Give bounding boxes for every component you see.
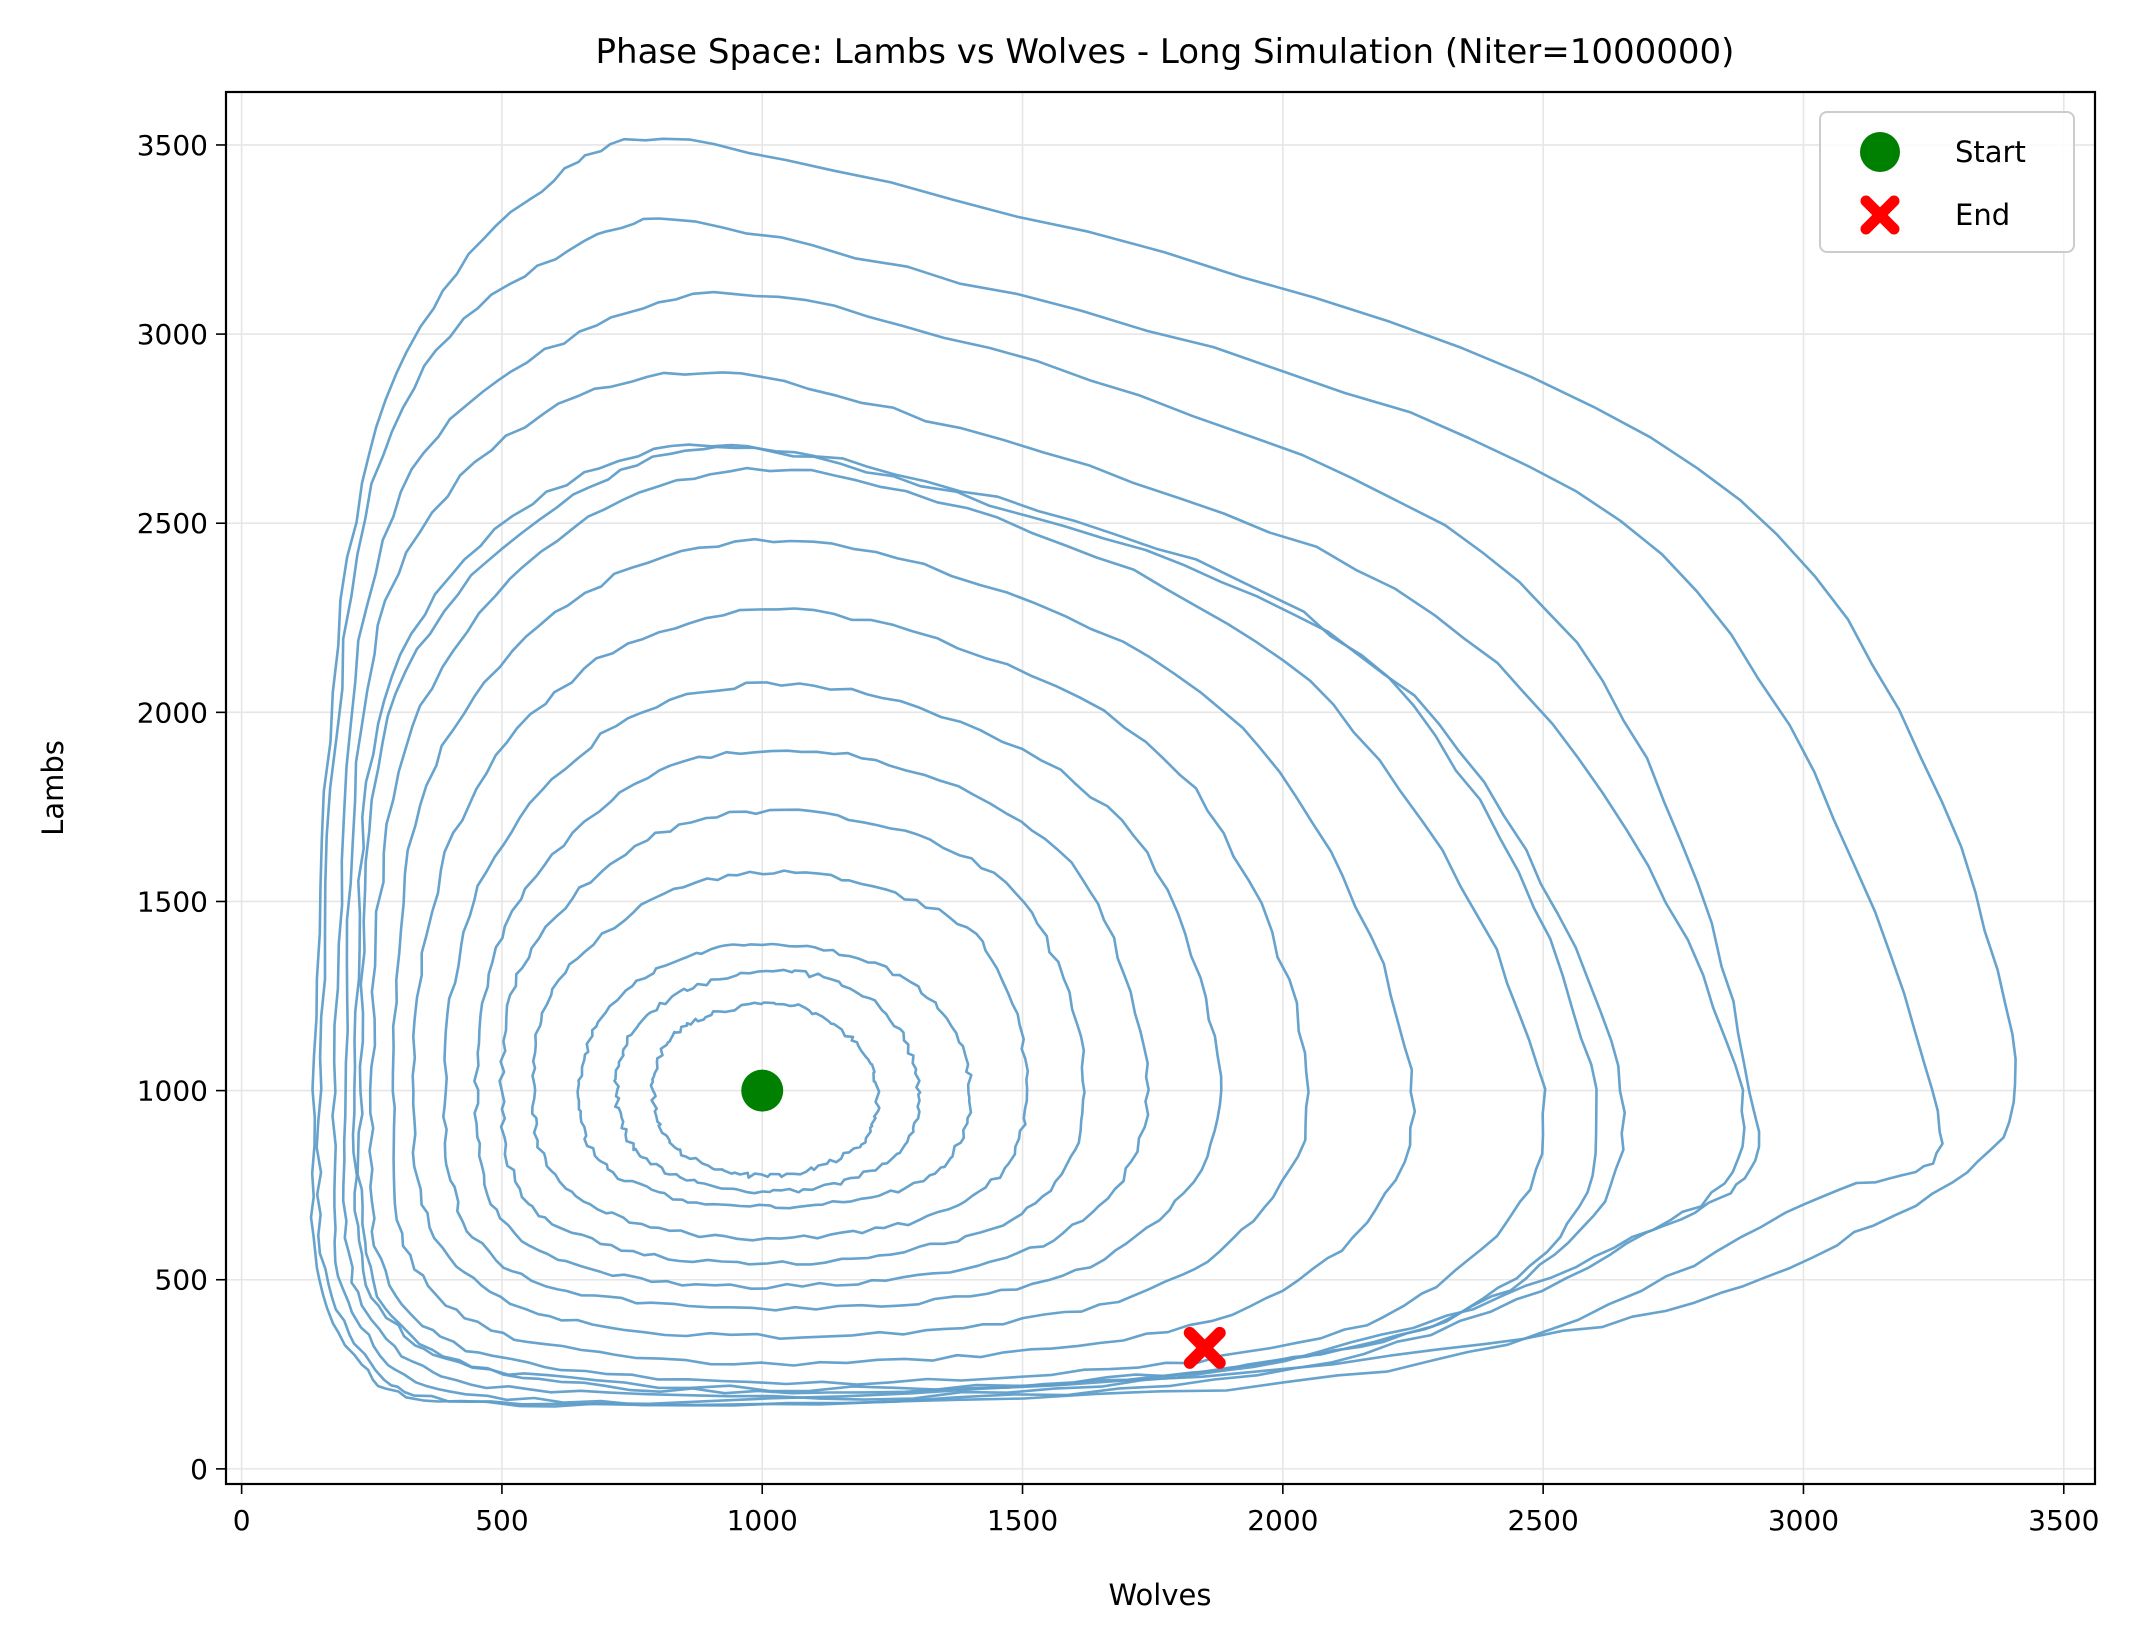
trajectory-series xyxy=(309,137,2017,1408)
legend-box xyxy=(1819,111,2075,253)
grid-lines xyxy=(226,92,2095,1484)
x-tick-label: 0 xyxy=(233,1504,251,1537)
trajectory-loop xyxy=(576,942,973,1210)
chart-title: Phase Space: Lambs vs Wolves - Long Simu… xyxy=(596,32,1735,72)
trajectory-loop xyxy=(411,607,1310,1340)
y-tick-label: 2500 xyxy=(137,507,208,540)
end-marker xyxy=(1183,1326,1226,1369)
trajectory-loop xyxy=(473,749,1150,1290)
trajectory-loop xyxy=(331,290,1761,1407)
y-tick-label: 1500 xyxy=(137,885,208,918)
trajectory-loop xyxy=(649,1001,881,1179)
plot-frame xyxy=(224,90,2097,1486)
legend-start-marker xyxy=(1860,132,1900,172)
x-tick-label: 2500 xyxy=(1508,1504,1579,1537)
trajectory-loop xyxy=(531,869,1030,1242)
x-tick-label: 2000 xyxy=(1247,1504,1318,1537)
x-tick-label: 3500 xyxy=(2028,1504,2099,1537)
axis-ticks: 0 500 1000 1500 2000 2500 3000 3500 0 500 1000 1500… xyxy=(137,129,2100,1537)
trajectory-loop xyxy=(613,968,922,1195)
y-tick-label: 2000 xyxy=(137,696,208,729)
trajectory-loop xyxy=(391,537,1417,1367)
trajectory-loop xyxy=(442,681,1223,1312)
trajectory-loop xyxy=(498,808,1086,1266)
x-tick-label: 1500 xyxy=(987,1504,1058,1537)
legend-start-label: Start xyxy=(1955,135,2026,169)
y-tick-label: 1000 xyxy=(137,1075,208,1108)
x-tick-label: 500 xyxy=(475,1504,528,1537)
y-axis-label: Lambs xyxy=(36,740,70,836)
start-marker xyxy=(741,1069,784,1112)
legend-end-label: End xyxy=(1955,198,2010,232)
x-tick-label: 3000 xyxy=(1768,1504,1839,1537)
trajectory-loop xyxy=(315,217,1944,1407)
trajectory-loop xyxy=(309,137,2017,1408)
markers xyxy=(741,1069,1226,1369)
x-axis-label: Wolves xyxy=(1109,1578,1212,1612)
legend: Start End xyxy=(1819,111,2075,253)
legend-end-marker xyxy=(1860,195,1900,235)
y-tick-label: 500 xyxy=(155,1264,208,1297)
y-tick-label: 3000 xyxy=(137,318,208,351)
y-tick-label: 0 xyxy=(190,1453,208,1486)
trajectory-loop xyxy=(368,466,1547,1386)
x-tick-label: 1000 xyxy=(727,1504,798,1537)
y-tick-label: 3500 xyxy=(137,129,208,162)
